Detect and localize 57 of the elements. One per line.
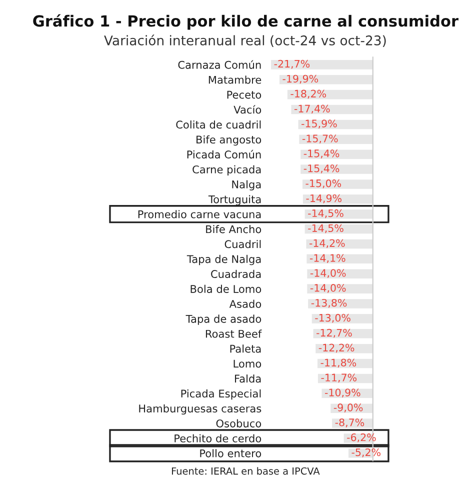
data-label: -14,5%: [308, 224, 344, 234]
data-label: -15,9%: [302, 120, 337, 128]
data-label: -15,0%: [306, 179, 342, 188]
data-label: -14,5%: [308, 209, 344, 218]
data-label: -15,4%: [304, 164, 340, 174]
data-label: -18,2%: [290, 90, 326, 99]
y-tick-label: Asado: [229, 300, 262, 308]
y-tick-label: Bola de Lomo: [190, 284, 262, 293]
data-label: -17,4%: [294, 104, 330, 114]
data-label: -15,7%: [302, 134, 338, 144]
data-label: -12,7%: [316, 328, 352, 338]
data-label: -14,2%: [309, 239, 345, 248]
y-tick-label: Pechito de cerdo: [174, 434, 262, 442]
y-tick-label: Carnaza Común: [178, 60, 261, 69]
data-label: -8,7%: [335, 418, 364, 428]
y-tick-label: Carne picada: [192, 165, 261, 176]
y-tick-label: Tortuguita: [208, 195, 261, 206]
y-tick-label: Matambre: [208, 76, 262, 84]
y-tick-label: Bife angosto: [196, 135, 262, 146]
data-label: -13,0%: [315, 314, 350, 323]
data-label: -14,0%: [310, 284, 346, 293]
data-label: -14,9%: [306, 194, 342, 204]
y-tick-label: Picada Común: [187, 150, 261, 158]
data-label: -11,7%: [321, 374, 357, 382]
chart-subtitle: Variación interanual real (oct-24 vs oct-23): [104, 34, 386, 47]
data-label: -13,8%: [311, 298, 347, 308]
y-tick-label: Nalga: [232, 180, 261, 190]
y-tick-label: Paleta: [230, 344, 261, 353]
data-label: -12,2%: [318, 344, 354, 353]
data-label: -14,0%: [310, 269, 346, 278]
y-tick-label: Lomo: [234, 360, 262, 368]
data-label: -10,9%: [324, 388, 360, 398]
y-tick-label: Tapa de asado: [186, 314, 262, 325]
y-tick-label: Cuadrada: [211, 270, 261, 278]
chart-title: Gráfico 1 - Precio por kilo de carne al consumidor: [33, 14, 458, 30]
y-tick-label: Osobuco: [216, 419, 262, 428]
y-tick-label: Peceto: [227, 90, 262, 99]
data-label: -9,0%: [334, 404, 363, 412]
y-tick-label: Hamburguesas caseras: [139, 404, 262, 415]
data-label: -19,9%: [282, 74, 318, 84]
y-tick-label: Pollo entero: [200, 449, 262, 458]
y-tick-label: Bife Ancho: [206, 225, 262, 234]
y-tick-label: Picada Especial: [181, 389, 261, 400]
data-label: -21,7%: [274, 60, 310, 69]
data-label: -11,8%: [320, 358, 356, 368]
source-note: Fuente: IERAL en base a IPCVA: [172, 467, 320, 475]
data-label: -5,2%: [352, 448, 380, 458]
y-tick-label: Falda: [235, 374, 261, 383]
y-tick-label: Tapa de Nalga: [186, 254, 261, 266]
data-label: -14,1%: [310, 254, 346, 263]
y-tick-label: Cuadril: [224, 240, 261, 248]
y-tick-label: Vacío: [234, 105, 262, 114]
data-label: -6,2%: [347, 433, 376, 442]
y-tick-label: Roast Beef: [206, 330, 262, 338]
y-tick-label: Colita de cuadril: [176, 120, 261, 129]
y-tick-label: Promedio carne vacuna: [138, 210, 261, 218]
data-label: -15,4%: [304, 150, 340, 158]
